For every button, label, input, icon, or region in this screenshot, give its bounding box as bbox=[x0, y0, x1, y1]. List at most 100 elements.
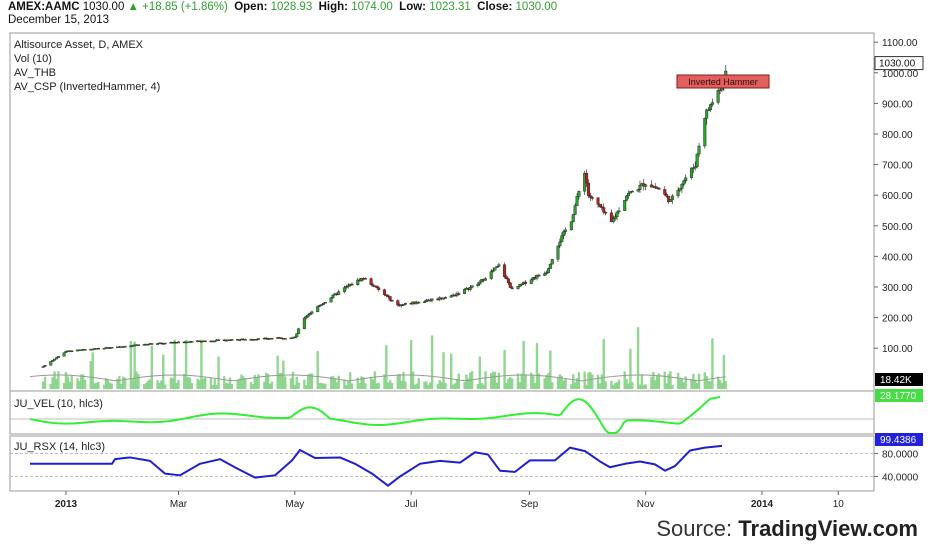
volume-bar-43 bbox=[158, 382, 161, 389]
volume-bar-218 bbox=[625, 379, 628, 389]
volume-bar-7 bbox=[62, 382, 66, 389]
volume-bar-16 bbox=[83, 379, 87, 389]
volume-bar-81 bbox=[257, 374, 260, 389]
candle-body-46 bbox=[163, 342, 167, 345]
volume-bar-76 bbox=[244, 378, 247, 389]
volume-bar-5 bbox=[55, 379, 58, 389]
source-brand[interactable]: TradingView.com bbox=[738, 516, 918, 541]
volume-bar-216 bbox=[617, 379, 621, 389]
candle-body-221 bbox=[630, 190, 634, 193]
volume-bar-37 bbox=[142, 384, 146, 389]
x-tick-label-0: 2013 bbox=[55, 499, 78, 510]
candle-body-169 bbox=[493, 267, 497, 271]
volume-bar-97 bbox=[303, 379, 306, 389]
volume-bar-68 bbox=[224, 382, 228, 389]
volume-bar-168 bbox=[491, 371, 495, 389]
close-value: 1030.00 bbox=[515, 1, 558, 13]
candle-body-99 bbox=[306, 314, 310, 317]
volume-bar-217 bbox=[623, 371, 626, 389]
candle-body-213 bbox=[611, 218, 615, 222]
volume-bar-132 bbox=[396, 374, 399, 389]
volume-bar-237 bbox=[676, 372, 680, 389]
volume-bar-191 bbox=[551, 382, 554, 389]
candle-body-76 bbox=[243, 339, 247, 341]
candle-body-215 bbox=[615, 211, 619, 217]
volume-bar-103 bbox=[318, 382, 321, 389]
volume-bar-151 bbox=[444, 382, 447, 389]
volume-bar-137 bbox=[409, 340, 413, 389]
x-tick-label-4: Sep bbox=[520, 499, 538, 510]
candle-body-61 bbox=[203, 340, 207, 343]
candle-body-112 bbox=[342, 287, 346, 292]
symbol[interactable]: AMEX:AAMC bbox=[8, 1, 80, 13]
volume-bar-173 bbox=[505, 382, 508, 389]
candle-body-175 bbox=[508, 282, 512, 288]
volume-bar-89 bbox=[280, 372, 283, 389]
price-tick-label-100: 100.00 bbox=[882, 344, 913, 355]
volume-bar-198 bbox=[572, 374, 575, 389]
annotation-box bbox=[676, 74, 770, 89]
candle-body-198 bbox=[571, 214, 575, 222]
candle-body-249 bbox=[707, 109, 711, 111]
candle-body-129 bbox=[386, 295, 390, 297]
volume-bar-177 bbox=[516, 373, 520, 389]
grid bbox=[9, 32, 875, 492]
candle-body-150 bbox=[442, 297, 446, 300]
volume-bar-148 bbox=[438, 380, 441, 389]
candle-body-189 bbox=[546, 268, 550, 273]
rsx-title: JU_RSX (14, hlc3) bbox=[14, 441, 105, 453]
volume-bar-85 bbox=[268, 383, 272, 389]
candle-body-231 bbox=[657, 188, 661, 190]
candle-body-241 bbox=[684, 177, 688, 182]
candle-body-193 bbox=[558, 241, 562, 247]
volume-bar-31 bbox=[123, 377, 127, 389]
volume-bar-54 bbox=[186, 377, 190, 389]
candle-body-182 bbox=[529, 279, 533, 284]
candle-body-111 bbox=[337, 291, 341, 295]
volume-bar-215 bbox=[615, 382, 619, 389]
volume-bar-141 bbox=[417, 378, 420, 389]
candle-body-219 bbox=[627, 192, 631, 197]
volume-bar-149 bbox=[440, 381, 443, 389]
candle-body-196 bbox=[564, 229, 568, 232]
volume-bar-122 bbox=[369, 376, 373, 389]
price-tick-label-600: 600.00 bbox=[882, 191, 913, 202]
volume-bar-190 bbox=[549, 350, 552, 389]
candle-body-203 bbox=[585, 172, 589, 184]
candle-body-209 bbox=[600, 206, 604, 208]
volume-bar-96 bbox=[297, 382, 300, 389]
last-price-label: 1030.00 bbox=[879, 59, 916, 70]
volume-bar-55 bbox=[188, 377, 192, 389]
candle-body-195 bbox=[562, 231, 566, 236]
price-change: +18.85 (+1.86%) bbox=[142, 1, 228, 13]
candle-body-242 bbox=[689, 167, 693, 178]
candle-body-200 bbox=[575, 196, 579, 206]
candle-body-100 bbox=[308, 313, 312, 316]
volume-bar-165 bbox=[482, 384, 485, 389]
last-price: 1030.00 bbox=[82, 1, 125, 13]
volume-bar-20 bbox=[95, 382, 98, 389]
volume-bar-50 bbox=[175, 383, 178, 389]
volume-bar-120 bbox=[362, 377, 365, 389]
candle-body-244 bbox=[693, 166, 697, 169]
candle-body-253 bbox=[718, 89, 722, 92]
volume-bar-107 bbox=[329, 376, 333, 389]
rsx-line bbox=[30, 444, 723, 487]
volume-bar-169 bbox=[493, 371, 497, 389]
candle-body-227 bbox=[649, 184, 653, 188]
volume-bar-106 bbox=[324, 383, 327, 389]
candle-body-22 bbox=[102, 348, 106, 350]
candle-body-6 bbox=[56, 356, 60, 358]
quote-header: AMEX:AAMC 1030.00 ▲ +18.85 (+1.86%) Open… bbox=[8, 1, 557, 13]
volume-bar-247 bbox=[703, 372, 706, 389]
candle-body-179 bbox=[520, 283, 524, 286]
candle-body-217 bbox=[623, 200, 627, 211]
candle-body-161 bbox=[470, 285, 474, 288]
volume-bar-61 bbox=[204, 377, 207, 389]
volume-bar-242 bbox=[690, 378, 693, 389]
volume-bar-200 bbox=[575, 378, 579, 389]
volume-bar-27 bbox=[116, 378, 119, 389]
volume-bar-226 bbox=[644, 384, 647, 389]
price-tick-label-300: 300.00 bbox=[882, 283, 913, 294]
